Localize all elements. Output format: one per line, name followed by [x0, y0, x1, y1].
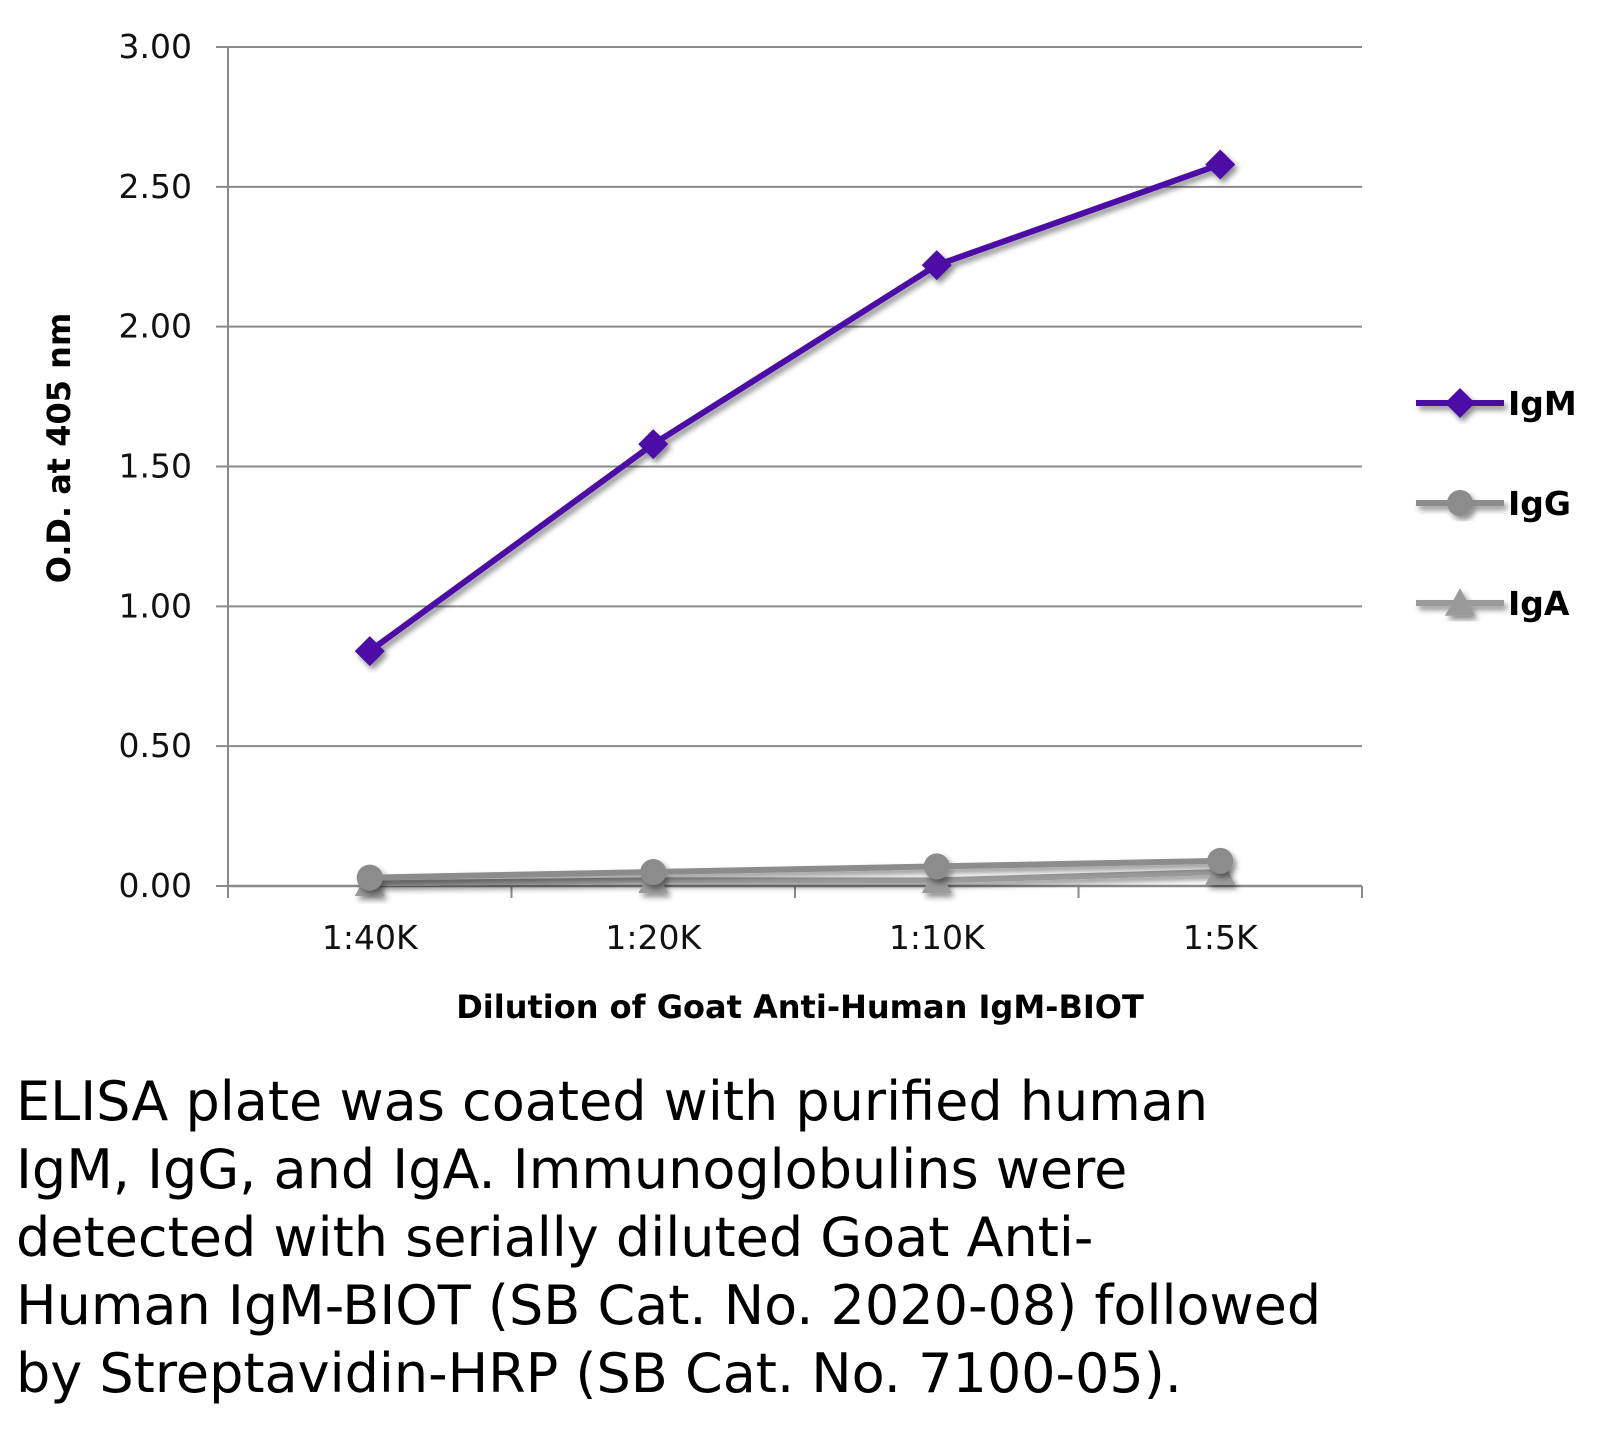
y-axis-tick-labels: 0.00 0.50 1.00 1.50 2.00 2.50 3.00 — [119, 27, 192, 905]
x-tick-label: 1:5K — [1183, 918, 1259, 957]
y-tick-label: 2.50 — [119, 167, 192, 206]
legend: IgM IgG IgA — [1416, 384, 1577, 623]
legend-marker-igg — [1447, 490, 1473, 516]
data-point-igm — [921, 250, 952, 281]
series-layer — [354, 149, 1236, 896]
x-tick-label: 1:40K — [322, 918, 419, 957]
legend-item-igg — [1416, 490, 1504, 516]
series-line-igm — [367, 161, 1222, 654]
y-tick-label: 1.50 — [119, 447, 192, 486]
legend-marker-iga — [1445, 588, 1475, 616]
caption-line: Human IgM-BIOT (SB Cat. No. 2020-08) fol… — [16, 1274, 1322, 1337]
x-axis-title: Dilution of Goat Anti-Human IgM-BIOT — [456, 988, 1144, 1026]
series-igg — [356, 847, 1234, 891]
axes — [227, 47, 1363, 898]
legend-label-igg: IgG — [1508, 484, 1571, 523]
legend-label-igm: IgM — [1508, 384, 1577, 423]
x-tick-label: 1:20K — [605, 918, 702, 957]
caption-line: by Streptavidin-HRP (SB Cat. No. 7100-05… — [16, 1342, 1182, 1405]
y-axis-title: O.D. at 405 nm — [40, 313, 78, 584]
legend-marker-igm — [1445, 388, 1475, 418]
x-tick-label: 1:10K — [889, 918, 986, 957]
y-tick-label: 3.00 — [119, 27, 192, 66]
x-axis-tick-labels: 1:40K 1:20K 1:10K 1:5K — [322, 918, 1259, 957]
series-igm — [354, 149, 1236, 667]
data-point-igm — [1205, 149, 1236, 180]
caption-line: IgM, IgG, and IgA. Immunoglobulins were — [16, 1138, 1128, 1201]
data-point-igm — [354, 636, 385, 667]
data-point-igm — [638, 429, 669, 460]
y-tick-label: 0.50 — [119, 726, 192, 765]
series-line-iga — [369, 869, 1221, 887]
data-point-igg — [356, 864, 383, 891]
figure-caption: ELISA plate was coated with purified hum… — [16, 1068, 1596, 1408]
data-point-igg — [1207, 847, 1234, 874]
gridlines — [216, 46, 1362, 887]
caption-line: ELISA plate was coated with purified hum… — [16, 1070, 1209, 1133]
y-tick-label: 2.00 — [119, 307, 192, 346]
series-line-igg — [369, 857, 1221, 881]
y-tick-label: 1.00 — [119, 586, 192, 625]
data-point-igg — [640, 859, 667, 886]
data-point-igg — [923, 853, 950, 880]
caption-line: detected with serially diluted Goat Anti… — [16, 1206, 1094, 1269]
y-tick-label: 0.00 — [119, 866, 192, 905]
legend-label-iga: IgA — [1508, 584, 1570, 623]
legend-item-iga — [1416, 588, 1504, 616]
elisa-line-chart: 0.000.501.001.502.002.503.00 1:40K 1:20K 1… — [40, 27, 1577, 1026]
legend-item-igm — [1416, 388, 1504, 418]
